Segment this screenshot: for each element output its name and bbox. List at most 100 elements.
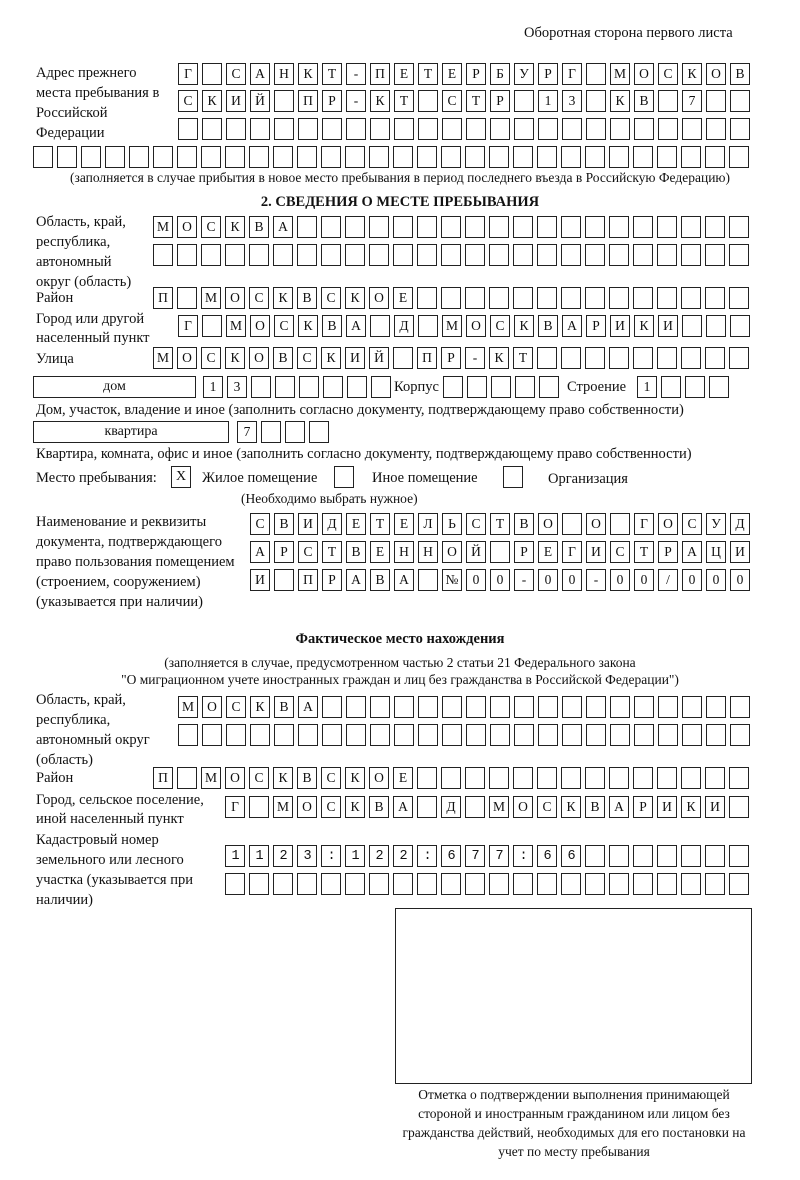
form-cell[interactable] [393, 845, 413, 867]
form-cell[interactable] [609, 873, 629, 895]
form-cell[interactable]: - [586, 569, 606, 591]
form-cell[interactable]: О [658, 513, 678, 535]
form-cell[interactable] [370, 118, 390, 140]
form-cell[interactable]: 3 [227, 376, 247, 398]
form-cell[interactable] [369, 845, 389, 867]
form-cell[interactable] [682, 118, 702, 140]
form-cell[interactable] [658, 724, 678, 746]
form-cell[interactable]: А [273, 216, 293, 238]
form-cell[interactable]: А [250, 541, 270, 563]
form-cell[interactable] [658, 118, 678, 140]
form-cell[interactable] [513, 287, 533, 309]
form-cell[interactable] [105, 146, 125, 168]
form-cell[interactable]: Т [466, 90, 486, 112]
form-cell[interactable] [178, 118, 198, 140]
form-cell[interactable] [394, 724, 414, 746]
form-cell[interactable] [513, 244, 533, 266]
form-cell[interactable] [274, 90, 294, 112]
form-cell[interactable]: 3 [562, 90, 582, 112]
form-cell[interactable]: В [730, 63, 750, 85]
form-cell[interactable] [610, 696, 630, 718]
form-cell[interactable]: К [225, 216, 245, 238]
form-cell[interactable] [682, 724, 702, 746]
form-cell[interactable]: - [346, 63, 366, 85]
form-cell[interactable]: Ь [442, 513, 462, 535]
form-cell[interactable] [657, 873, 677, 895]
form-cell[interactable]: В [297, 287, 317, 309]
form-cell[interactable] [609, 146, 629, 168]
form-cell[interactable]: К [682, 63, 702, 85]
form-cell[interactable]: - [465, 347, 485, 369]
form-cell[interactable] [322, 696, 342, 718]
form-cell[interactable]: И [226, 90, 246, 112]
form-cell[interactable] [705, 146, 725, 168]
form-cell[interactable] [633, 146, 653, 168]
form-cell[interactable]: В [273, 347, 293, 369]
form-cell[interactable] [657, 347, 677, 369]
form-cell[interactable] [562, 724, 582, 746]
form-cell[interactable]: 1 [538, 90, 558, 112]
form-cell[interactable] [729, 873, 749, 895]
form-cell[interactable] [489, 287, 509, 309]
form-cell[interactable]: К [202, 90, 222, 112]
form-cell[interactable] [369, 873, 389, 895]
form-cell[interactable]: О [442, 541, 462, 563]
form-cell[interactable] [537, 216, 557, 238]
form-cell[interactable] [513, 767, 533, 789]
form-cell[interactable]: К [681, 796, 701, 818]
form-cell[interactable]: Е [393, 767, 413, 789]
form-cell[interactable] [370, 315, 390, 337]
form-cell[interactable] [441, 873, 461, 895]
form-cell[interactable]: В [274, 513, 294, 535]
form-cell[interactable] [57, 146, 77, 168]
form-cell[interactable] [610, 118, 630, 140]
form-cell[interactable]: Т [394, 90, 414, 112]
form-cell[interactable] [729, 796, 749, 818]
form-cell[interactable] [250, 724, 270, 746]
form-cell[interactable] [705, 767, 725, 789]
form-cell[interactable]: С [442, 90, 462, 112]
form-cell[interactable] [561, 146, 581, 168]
form-cell[interactable] [586, 118, 606, 140]
form-cell[interactable] [177, 287, 197, 309]
form-cell[interactable]: Г [178, 315, 198, 337]
form-cell[interactable]: К [345, 287, 365, 309]
stay-option-residential-checkbox[interactable]: X [171, 466, 191, 488]
form-cell[interactable] [513, 845, 533, 867]
form-cell[interactable] [586, 724, 606, 746]
form-cell[interactable] [730, 315, 750, 337]
form-cell[interactable]: В [249, 216, 269, 238]
form-cell[interactable]: А [393, 796, 413, 818]
form-cell[interactable]: В [538, 315, 558, 337]
form-cell[interactable]: С [321, 287, 341, 309]
form-cell[interactable]: В [322, 315, 342, 337]
form-cell[interactable]: С [682, 513, 702, 535]
form-cell[interactable] [417, 873, 437, 895]
form-cell[interactable]: К [273, 767, 293, 789]
form-cell[interactable] [491, 376, 511, 398]
form-cell[interactable]: К [321, 347, 341, 369]
form-cell[interactable]: В [585, 796, 605, 818]
form-cell[interactable] [657, 244, 677, 266]
form-cell[interactable]: О [369, 767, 389, 789]
form-cell[interactable] [442, 696, 462, 718]
form-cell[interactable] [418, 696, 438, 718]
form-cell[interactable] [465, 873, 485, 895]
form-cell[interactable] [225, 845, 245, 867]
form-cell[interactable]: К [298, 315, 318, 337]
form-cell[interactable] [539, 376, 559, 398]
form-cell[interactable]: А [682, 541, 702, 563]
form-cell[interactable]: Е [370, 541, 390, 563]
form-cell[interactable]: О [369, 287, 389, 309]
form-cell[interactable] [251, 376, 271, 398]
form-cell[interactable]: Т [634, 541, 654, 563]
form-cell[interactable]: - [346, 90, 366, 112]
form-cell[interactable]: Д [730, 513, 750, 535]
form-cell[interactable]: К [250, 696, 270, 718]
form-cell[interactable] [441, 216, 461, 238]
form-cell[interactable]: С [490, 315, 510, 337]
form-cell[interactable] [585, 287, 605, 309]
form-cell[interactable] [369, 244, 389, 266]
form-cell[interactable] [202, 118, 222, 140]
form-cell[interactable]: К [345, 767, 365, 789]
